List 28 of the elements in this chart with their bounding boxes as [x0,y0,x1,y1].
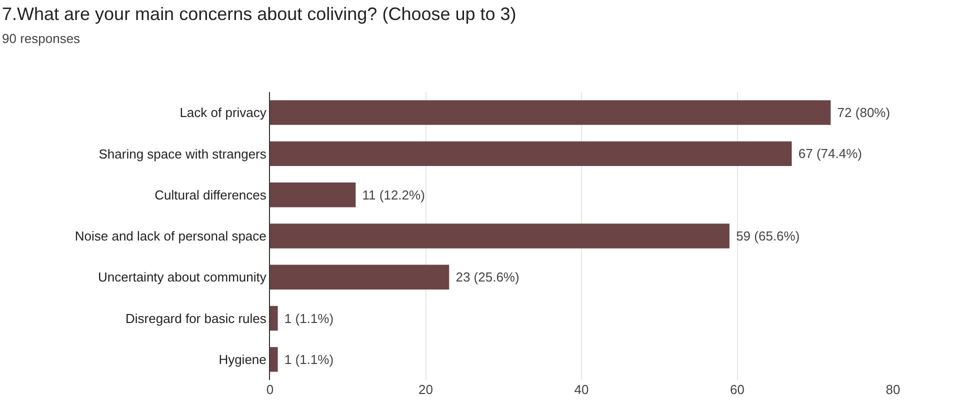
y-tick-label: Uncertainty about community [98,270,267,285]
data-label: 1 (1.1%) [280,352,334,367]
y-tick-label: Lack of privacy [180,105,267,120]
data-label: 72 (80%) [834,105,890,120]
bar [270,100,831,125]
bar [270,182,356,208]
x-tick-label: 60 [730,382,744,397]
y-tick-label: Disregard for basic rules [126,310,267,326]
data-label: 1 (1.1%) [280,310,334,326]
data-label: 11 (12.2%) [358,187,425,202]
data-label: 59 (65.6%) [732,228,800,244]
bar [270,224,730,248]
bar [270,306,278,331]
text: 90 responses [2,31,81,46]
bar [270,347,278,372]
bar [270,264,450,290]
y-tick-label: Hygiene [218,352,266,367]
x-tick-label: 20 [418,382,433,397]
data-label: 23 (25.6%) [452,270,520,285]
x-tick-label: 80 [886,382,900,397]
chart-title: 7.What are your main concerns about coliving? (Choose up to 3) [2,4,516,24]
x-tick-label: 40 [574,382,589,397]
x-tick-label: 0 [266,382,274,397]
data-label: 67 (74.4%) [794,146,862,162]
y-tick-label: Sharing space with strangers [98,146,267,162]
bar [270,141,792,166]
y-tick-label: Noise and lack of personal space [74,228,266,244]
y-tick-label: Cultural differences [154,187,267,202]
